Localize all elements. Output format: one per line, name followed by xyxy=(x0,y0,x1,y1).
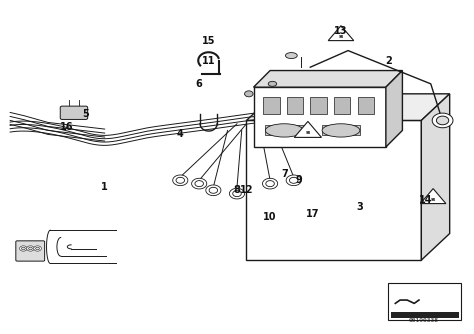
Polygon shape xyxy=(391,312,459,318)
Polygon shape xyxy=(328,26,354,41)
Text: SR: SR xyxy=(305,131,310,135)
Ellipse shape xyxy=(322,124,360,137)
Text: 3: 3 xyxy=(356,202,363,212)
Polygon shape xyxy=(294,122,321,137)
Ellipse shape xyxy=(265,124,303,137)
FancyBboxPatch shape xyxy=(388,284,462,320)
Polygon shape xyxy=(246,94,450,121)
Text: 15: 15 xyxy=(202,36,215,46)
Polygon shape xyxy=(246,121,421,260)
Text: 16: 16 xyxy=(60,122,73,132)
Ellipse shape xyxy=(285,52,297,58)
Polygon shape xyxy=(254,87,386,147)
FancyBboxPatch shape xyxy=(60,106,88,120)
Text: 13: 13 xyxy=(334,26,348,36)
Polygon shape xyxy=(334,97,350,114)
Polygon shape xyxy=(421,94,450,260)
Text: 2: 2 xyxy=(385,55,392,65)
Text: SR: SR xyxy=(430,198,436,202)
Polygon shape xyxy=(310,97,327,114)
Text: 11: 11 xyxy=(202,55,215,65)
Text: 10: 10 xyxy=(264,212,277,222)
Ellipse shape xyxy=(245,91,253,97)
Text: 1: 1 xyxy=(101,182,108,192)
Polygon shape xyxy=(254,70,402,87)
Polygon shape xyxy=(322,126,360,135)
Text: 6: 6 xyxy=(196,79,202,89)
Text: 7: 7 xyxy=(281,169,288,179)
Text: 17: 17 xyxy=(306,208,319,218)
Polygon shape xyxy=(420,189,446,204)
Text: 14: 14 xyxy=(419,195,433,205)
Polygon shape xyxy=(386,70,402,147)
Polygon shape xyxy=(265,126,303,135)
Text: 4: 4 xyxy=(177,129,183,139)
Ellipse shape xyxy=(268,81,277,87)
FancyBboxPatch shape xyxy=(16,241,45,261)
Text: SR: SR xyxy=(338,35,344,39)
Text: 5: 5 xyxy=(82,109,89,119)
Text: 00190338: 00190338 xyxy=(409,318,438,323)
Text: 9: 9 xyxy=(295,175,302,185)
Text: 8: 8 xyxy=(234,185,240,195)
Polygon shape xyxy=(287,97,303,114)
Polygon shape xyxy=(357,97,374,114)
Polygon shape xyxy=(263,97,280,114)
Text: 12: 12 xyxy=(240,185,253,195)
